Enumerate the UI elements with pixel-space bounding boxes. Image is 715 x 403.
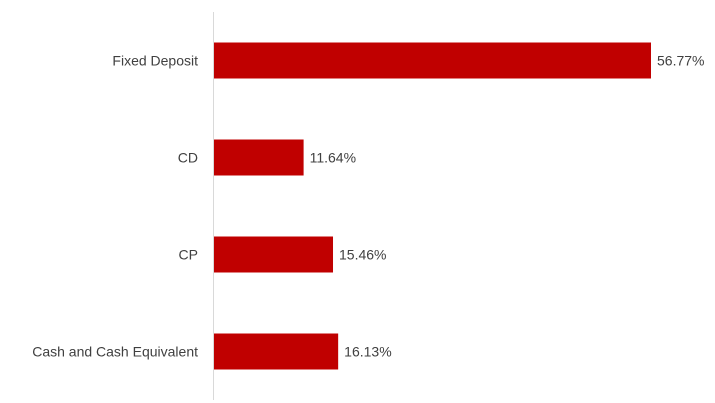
labels-layer: Fixed Deposit 56.77% CD 11.64% CP 15.46% Cash …	[32, 53, 704, 360]
data-label-fixed-deposit: 56.77%	[657, 53, 704, 69]
data-label-cash-and-cash-equivalent: 16.13%	[344, 344, 391, 360]
bar-cd	[214, 139, 304, 176]
category-label-cp: CP	[179, 247, 198, 263]
data-label-cd: 11.64%	[310, 150, 356, 166]
bar-cp	[214, 236, 334, 273]
bar-fixed-deposit	[214, 42, 651, 79]
category-label-fixed-deposit: Fixed Deposit	[112, 53, 198, 69]
bar-cash-and-cash-equivalent	[214, 333, 339, 370]
category-label-cash-and-cash-equivalent: Cash and Cash Equivalent	[32, 344, 198, 360]
category-label-cd: CD	[178, 150, 198, 166]
data-label-cp: 15.46%	[339, 247, 386, 263]
bars-layer	[214, 42, 651, 370]
